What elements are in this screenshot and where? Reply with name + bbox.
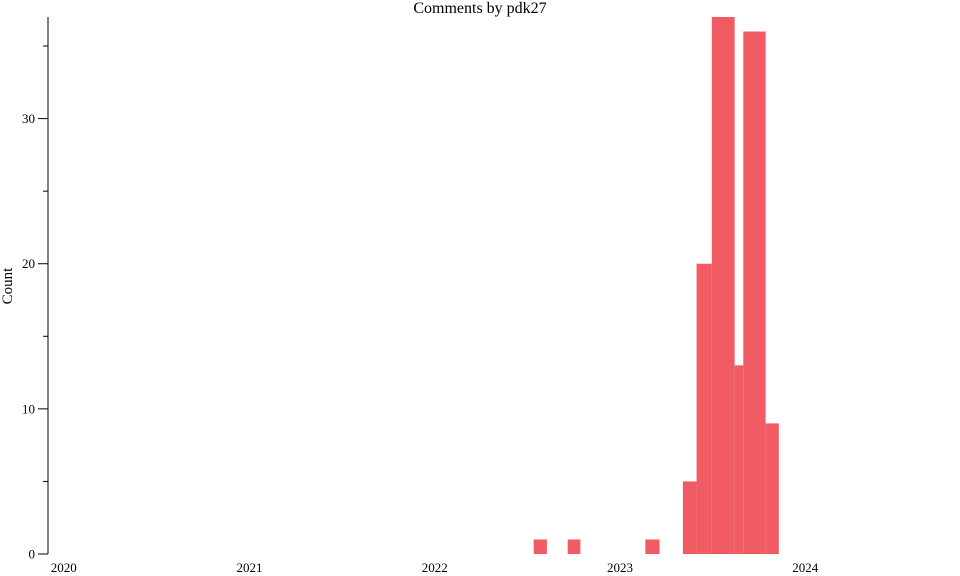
histogram-bar [533,539,547,554]
histogram-bar [743,31,766,555]
histogram-bar [765,423,779,554]
histogram-bar [567,539,581,554]
x-tick-label: 2023 [607,560,633,575]
x-tick-label: 2020 [51,560,77,575]
histogram-bar [734,365,744,554]
x-axis-ticks: 2020 2021 2022 2023 2024 [51,560,819,575]
y-tick-label: 30 [22,111,35,126]
histogram-bar [696,263,712,554]
y-tick-label: 20 [22,256,35,271]
histogram-bar [682,481,697,554]
y-axis-label: Count [0,267,16,305]
y-axis-ticks: 0 10 20 30 [22,45,48,562]
x-tick-label: 2022 [422,560,448,575]
histogram-bar [711,17,735,554]
bar-series [533,17,779,555]
x-tick-label: 2021 [236,560,262,575]
x-tick-label: 2024 [792,560,819,575]
y-tick-label: 10 [22,401,35,416]
y-tick-label: 0 [29,547,36,562]
chart-title: Comments by pdk27 [413,0,546,17]
histogram-bar [645,539,660,554]
